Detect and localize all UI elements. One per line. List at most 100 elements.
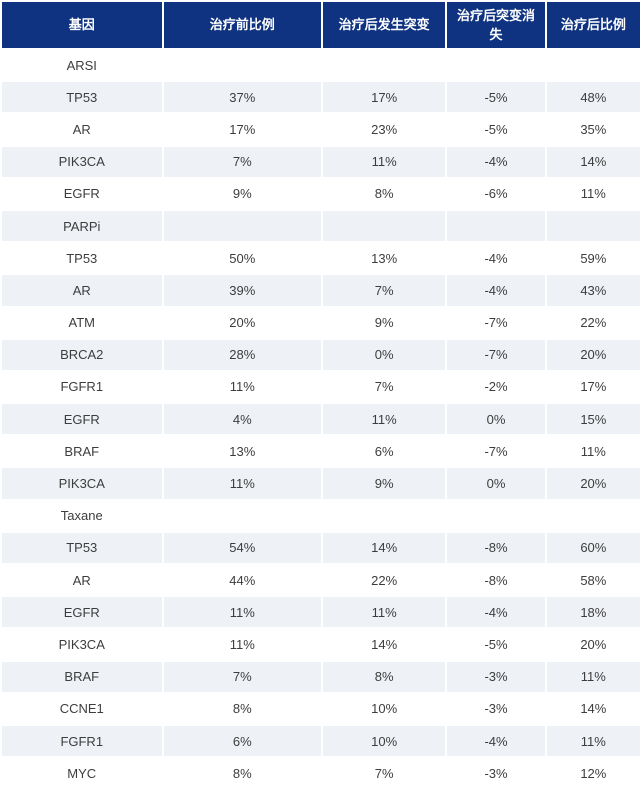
table-row: ATM 20% 9% -7% 22%	[2, 307, 640, 338]
value-cell	[447, 210, 545, 242]
value-cell: 13%	[163, 436, 321, 467]
group-row: PARPi	[2, 210, 640, 242]
value-cell	[163, 210, 321, 242]
value-cell: 28%	[163, 339, 321, 370]
gene-cell: TP53	[2, 243, 162, 274]
value-cell: 11%	[546, 178, 640, 209]
table-row: BRAF 13% 6% -7% 11%	[2, 436, 640, 467]
value-cell: 59%	[546, 243, 640, 274]
table-row: FGFR1 6% 10% -4% 11%	[2, 725, 640, 757]
value-cell	[323, 210, 446, 242]
value-cell: 11%	[546, 661, 640, 692]
value-cell: -7%	[447, 307, 545, 338]
table-row: EGFR 9% 8% -6% 11%	[2, 178, 640, 209]
value-cell: -6%	[447, 178, 545, 209]
value-cell: 50%	[163, 243, 321, 274]
gene-cell: BRCA2	[2, 339, 162, 370]
value-cell	[323, 500, 446, 531]
value-cell: -4%	[447, 725, 545, 757]
value-cell: 8%	[163, 758, 321, 789]
value-cell: -5%	[447, 629, 545, 660]
value-cell: 7%	[163, 146, 321, 177]
value-cell: -4%	[447, 597, 545, 628]
value-cell: 37%	[163, 82, 321, 113]
value-cell: 10%	[323, 725, 446, 757]
value-cell: 0%	[447, 468, 545, 499]
value-cell: 14%	[323, 629, 446, 660]
value-cell: 14%	[323, 532, 446, 563]
value-cell: 20%	[163, 307, 321, 338]
value-cell: 11%	[323, 404, 446, 435]
table-row: AR 44% 22% -8% 58%	[2, 565, 640, 596]
value-cell: 48%	[546, 82, 640, 113]
value-cell: 11%	[546, 436, 640, 467]
value-cell	[546, 210, 640, 242]
value-cell: 11%	[163, 597, 321, 628]
value-cell: 7%	[323, 758, 446, 789]
value-cell: 17%	[546, 371, 640, 403]
value-cell: 9%	[323, 307, 446, 338]
value-cell: -7%	[447, 339, 545, 370]
group-row: Taxane	[2, 500, 640, 531]
value-cell: 4%	[163, 404, 321, 435]
header-row: 基因 治疗前比例 治疗后发生突变 治疗后突变消失 治疗后比例	[2, 2, 640, 48]
gene-cell: AR	[2, 275, 162, 306]
value-cell: 8%	[163, 693, 321, 724]
value-cell: 20%	[546, 339, 640, 370]
value-cell: 14%	[546, 146, 640, 177]
value-cell	[546, 50, 640, 81]
table-row: FGFR1 11% 7% -2% 17%	[2, 371, 640, 403]
column-header-gene: 基因	[2, 2, 162, 48]
value-cell: -2%	[447, 371, 545, 403]
table-row: EGFR 4% 11% 0% 15%	[2, 404, 640, 435]
value-cell: 9%	[163, 178, 321, 209]
gene-cell: ATM	[2, 307, 162, 338]
table-row: AR 39% 7% -4% 43%	[2, 275, 640, 306]
value-cell: 8%	[323, 178, 446, 209]
value-cell: 58%	[546, 565, 640, 596]
value-cell: 39%	[163, 275, 321, 306]
value-cell	[163, 500, 321, 531]
gene-cell: PIK3CA	[2, 468, 162, 499]
column-header-pre-treatment-ratio: 治疗前比例	[163, 2, 321, 48]
value-cell: 11%	[163, 371, 321, 403]
value-cell: 15%	[546, 404, 640, 435]
gene-cell: BRAF	[2, 661, 162, 692]
value-cell: 13%	[323, 243, 446, 274]
value-cell: -5%	[447, 114, 545, 145]
value-cell: 20%	[546, 629, 640, 660]
table-row: TP53 50% 13% -4% 59%	[2, 243, 640, 274]
value-cell: -4%	[447, 146, 545, 177]
table-row: BRAF 7% 8% -3% 11%	[2, 661, 640, 692]
gene-cell: CCNE1	[2, 693, 162, 724]
value-cell: 17%	[163, 114, 321, 145]
value-cell: 12%	[546, 758, 640, 789]
table-row: PIK3CA 11% 14% -5% 20%	[2, 629, 640, 660]
group-label-cell: Taxane	[2, 500, 162, 531]
value-cell: 11%	[323, 146, 446, 177]
table-row: BRCA2 28% 0% -7% 20%	[2, 339, 640, 370]
value-cell: 6%	[163, 725, 321, 757]
group-label-cell: PARPi	[2, 210, 162, 242]
table-body: ARSI TP53 37% 17% -5% 48% AR 17% 23% -5% 35% PIK3CA…	[2, 50, 640, 789]
gene-cell: EGFR	[2, 404, 162, 435]
value-cell	[163, 50, 321, 81]
column-header-mutation-lost: 治疗后突变消失	[447, 2, 545, 48]
table-row: CCNE1 8% 10% -3% 14%	[2, 693, 640, 724]
value-cell: 44%	[163, 565, 321, 596]
value-cell: 0%	[323, 339, 446, 370]
column-header-post-treatment-ratio: 治疗后比例	[546, 2, 640, 48]
value-cell: 9%	[323, 468, 446, 499]
value-cell: 0%	[447, 404, 545, 435]
gene-cell: FGFR1	[2, 725, 162, 757]
value-cell: 60%	[546, 532, 640, 563]
value-cell: 10%	[323, 693, 446, 724]
column-header-mutation-gained: 治疗后发生突变	[323, 2, 446, 48]
gene-cell: FGFR1	[2, 371, 162, 403]
value-cell: 20%	[546, 468, 640, 499]
gene-cell: MYC	[2, 758, 162, 789]
value-cell	[447, 50, 545, 81]
value-cell: -4%	[447, 275, 545, 306]
gene-cell: PIK3CA	[2, 629, 162, 660]
